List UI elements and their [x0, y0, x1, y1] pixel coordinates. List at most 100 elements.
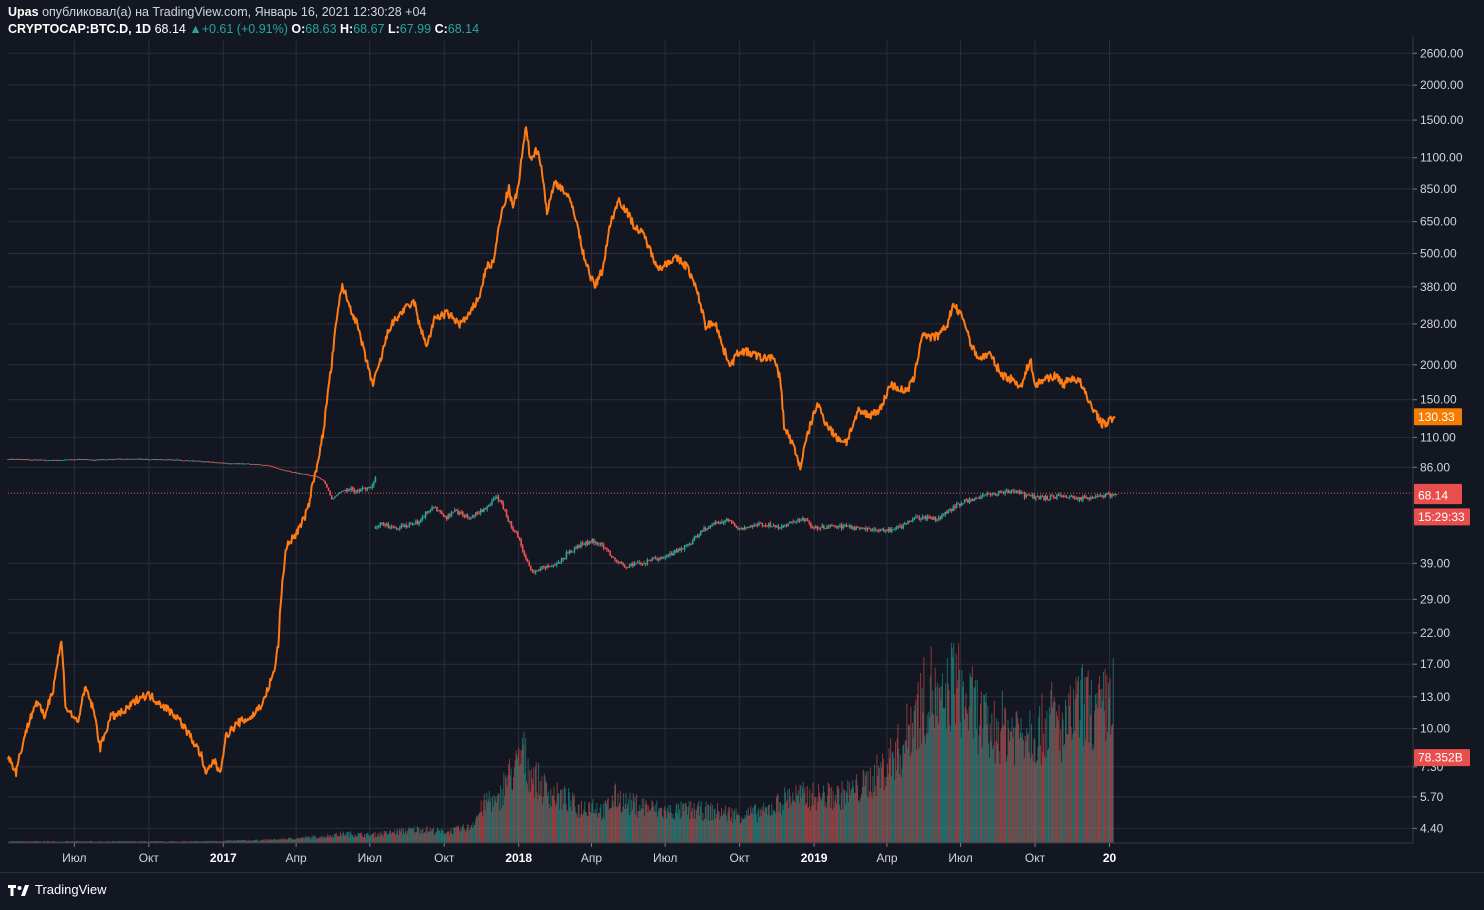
volume-bar — [1013, 765, 1015, 843]
volume-bar — [30, 841, 32, 843]
candle-body — [776, 526, 778, 527]
volume-bar — [871, 797, 873, 843]
volume-bar — [102, 841, 104, 843]
candle-body — [18, 458, 21, 460]
candle-body — [317, 476, 320, 478]
volume-bar — [1067, 734, 1069, 843]
candle-body — [934, 516, 937, 521]
volume-bar — [1086, 677, 1088, 843]
volume-bar — [316, 837, 318, 843]
candle-body — [818, 528, 820, 530]
candle-body — [1096, 496, 1099, 497]
candle-body — [465, 514, 467, 517]
volume-bar — [648, 810, 650, 843]
volume-bar — [386, 834, 388, 843]
candle-body — [201, 461, 204, 463]
volume-bar — [223, 840, 225, 843]
volume-bar — [195, 841, 197, 843]
volume-bar — [357, 832, 359, 843]
volume-bar — [230, 840, 232, 843]
candle-body — [826, 526, 828, 530]
candle-body — [860, 527, 862, 529]
price-tick-label: 650.00 — [1420, 215, 1457, 229]
symbol-name[interactable]: CRYPTOCAP:BTC.D, 1D — [8, 22, 152, 36]
candle-body — [243, 463, 246, 465]
volume-bar — [513, 776, 515, 843]
volume-bar — [714, 808, 716, 843]
volume-bar — [347, 831, 349, 843]
volume-bar — [629, 792, 631, 843]
volume-bar — [821, 798, 823, 843]
volume-bar — [339, 831, 341, 843]
candle-body — [481, 509, 484, 512]
volume-bar — [343, 831, 345, 843]
candle-body — [381, 522, 383, 524]
volume-bar — [434, 834, 436, 843]
volume-bar — [68, 841, 70, 843]
volume-bar — [25, 841, 27, 843]
volume-bar — [453, 827, 455, 843]
volume-bar — [220, 841, 222, 843]
candle-body — [21, 459, 24, 460]
volume-bar — [1069, 685, 1071, 843]
volume-bar — [808, 806, 810, 843]
volume-bar — [170, 841, 172, 843]
volume-bar — [585, 811, 587, 843]
volume-bar — [507, 774, 509, 843]
candle-body — [253, 464, 255, 465]
candle-body — [892, 529, 895, 530]
volume-bar — [284, 838, 286, 843]
candle-body — [188, 460, 191, 462]
author-name[interactable]: Upas — [8, 5, 39, 19]
candle-body — [614, 558, 616, 560]
volume-bar — [590, 812, 592, 843]
volume-bar — [114, 841, 116, 843]
open-label: O: — [291, 22, 306, 36]
volume-bar — [617, 792, 619, 843]
volume-bar — [994, 763, 996, 843]
tradingview-logo[interactable]: TradingView — [8, 882, 107, 897]
volume-bar — [916, 749, 918, 843]
volume-bar — [345, 835, 347, 843]
volume-bar — [654, 804, 656, 843]
candle-body — [385, 523, 388, 526]
candle-body — [975, 497, 977, 500]
volume-bar — [537, 798, 539, 843]
volume-bar — [361, 835, 363, 843]
volume-bar — [1002, 724, 1004, 843]
volume-bar — [416, 826, 418, 843]
volume-bar — [20, 841, 22, 843]
time-axis[interactable]: Июл Окт 2017 Апр Июл Окт 2018 Апр Июл Окт 2019 Апр И… — [62, 843, 1116, 865]
candle-body — [551, 566, 553, 568]
candle-body — [636, 562, 639, 564]
volume-bar — [202, 840, 204, 843]
volume-bar — [837, 786, 839, 843]
volume-bar — [886, 763, 888, 843]
volume-bar — [772, 814, 774, 843]
volume-bar — [1042, 751, 1044, 843]
candle-body — [908, 520, 911, 522]
candle-body — [941, 514, 943, 519]
candle-body — [54, 459, 56, 461]
candle-body — [33, 459, 35, 461]
candle-body — [704, 527, 707, 530]
candle-body — [865, 528, 867, 530]
volume-bar — [1040, 764, 1042, 843]
volume-bar — [1073, 689, 1075, 843]
volume-bar — [144, 841, 146, 843]
volume-bar — [697, 803, 699, 843]
candle-body — [410, 523, 412, 525]
volume-bar — [175, 841, 177, 843]
volume-bar — [222, 841, 224, 843]
candle-body — [1070, 495, 1073, 497]
price-badge — [1414, 408, 1462, 426]
candle-body — [230, 463, 233, 465]
candle-body — [604, 548, 607, 550]
price-badge-label: 78.352B — [1418, 751, 1463, 765]
candle-body — [1067, 497, 1070, 499]
volume-bar — [517, 747, 519, 843]
candle-body — [327, 487, 330, 491]
volume-bar — [740, 822, 742, 843]
price-axis[interactable]: 2600.002000.001500.001100.00850.00650.00… — [1413, 46, 1464, 835]
price-chart[interactable]: 2600.002000.001500.001100.00850.00650.00… — [0, 0, 1484, 872]
